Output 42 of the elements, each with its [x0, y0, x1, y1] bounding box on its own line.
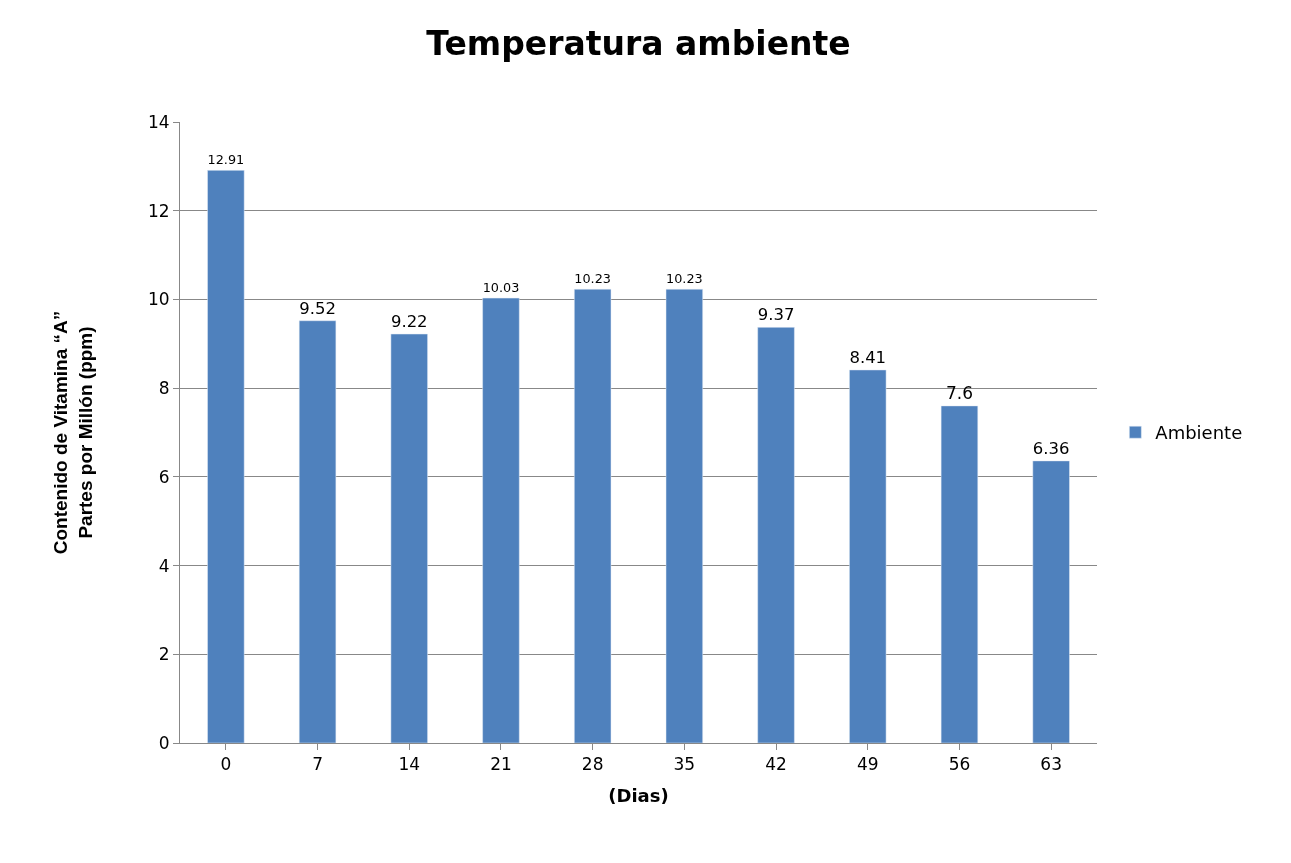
y-tick-label: 2 [158, 644, 170, 665]
x-tick-label: 49 [856, 754, 879, 775]
y-tick-label: 8 [158, 378, 170, 399]
x-tick-label: 56 [948, 754, 971, 775]
bar [390, 333, 428, 743]
data-label: 10.23 [574, 271, 611, 287]
y-axis-title: Contenido de Vitamina “A” Partes por Millón (ppm) [50, 310, 96, 555]
bar [482, 297, 520, 743]
bar [849, 369, 887, 743]
y-tick-label: 4 [158, 555, 170, 576]
y-tick-label: 12 [147, 200, 170, 221]
x-tick-label: 7 [312, 754, 323, 775]
x-tick-label: 35 [673, 754, 696, 775]
x-tick-label: 0 [220, 754, 232, 775]
x-axis-title: (Dias) [608, 784, 669, 806]
data-label: 9.37 [757, 305, 795, 325]
x-tick-label: 14 [398, 754, 421, 775]
legend-label: Ambiente [1155, 422, 1243, 444]
y-tick-label: 10 [147, 289, 170, 310]
x-tick-label: 42 [765, 754, 787, 775]
data-label: 6.36 [1032, 439, 1070, 459]
x-tick-label: 21 [490, 754, 512, 775]
bar [574, 288, 612, 743]
data-label: 10.23 [666, 271, 703, 287]
bar [298, 320, 337, 743]
bar [1032, 460, 1070, 743]
data-label: 7.6 [945, 382, 973, 403]
data-label: 10.03 [482, 280, 520, 296]
data-label: 9.52 [299, 298, 336, 318]
data-label: 8.41 [849, 348, 887, 368]
chart-title: Temperatura ambiente [426, 23, 851, 63]
x-tick-label: 63 [1040, 754, 1062, 775]
y-tick-label: 6 [158, 466, 170, 487]
bar [207, 170, 245, 743]
data-label: 12.91 [207, 152, 245, 168]
data-label: 9.22 [390, 312, 428, 332]
bar [940, 405, 979, 743]
y-tick-label: 0 [158, 732, 170, 753]
bar [757, 327, 795, 743]
bar [665, 288, 703, 743]
x-tick-label: 28 [581, 754, 604, 775]
y-tick-label: 14 [147, 111, 170, 132]
